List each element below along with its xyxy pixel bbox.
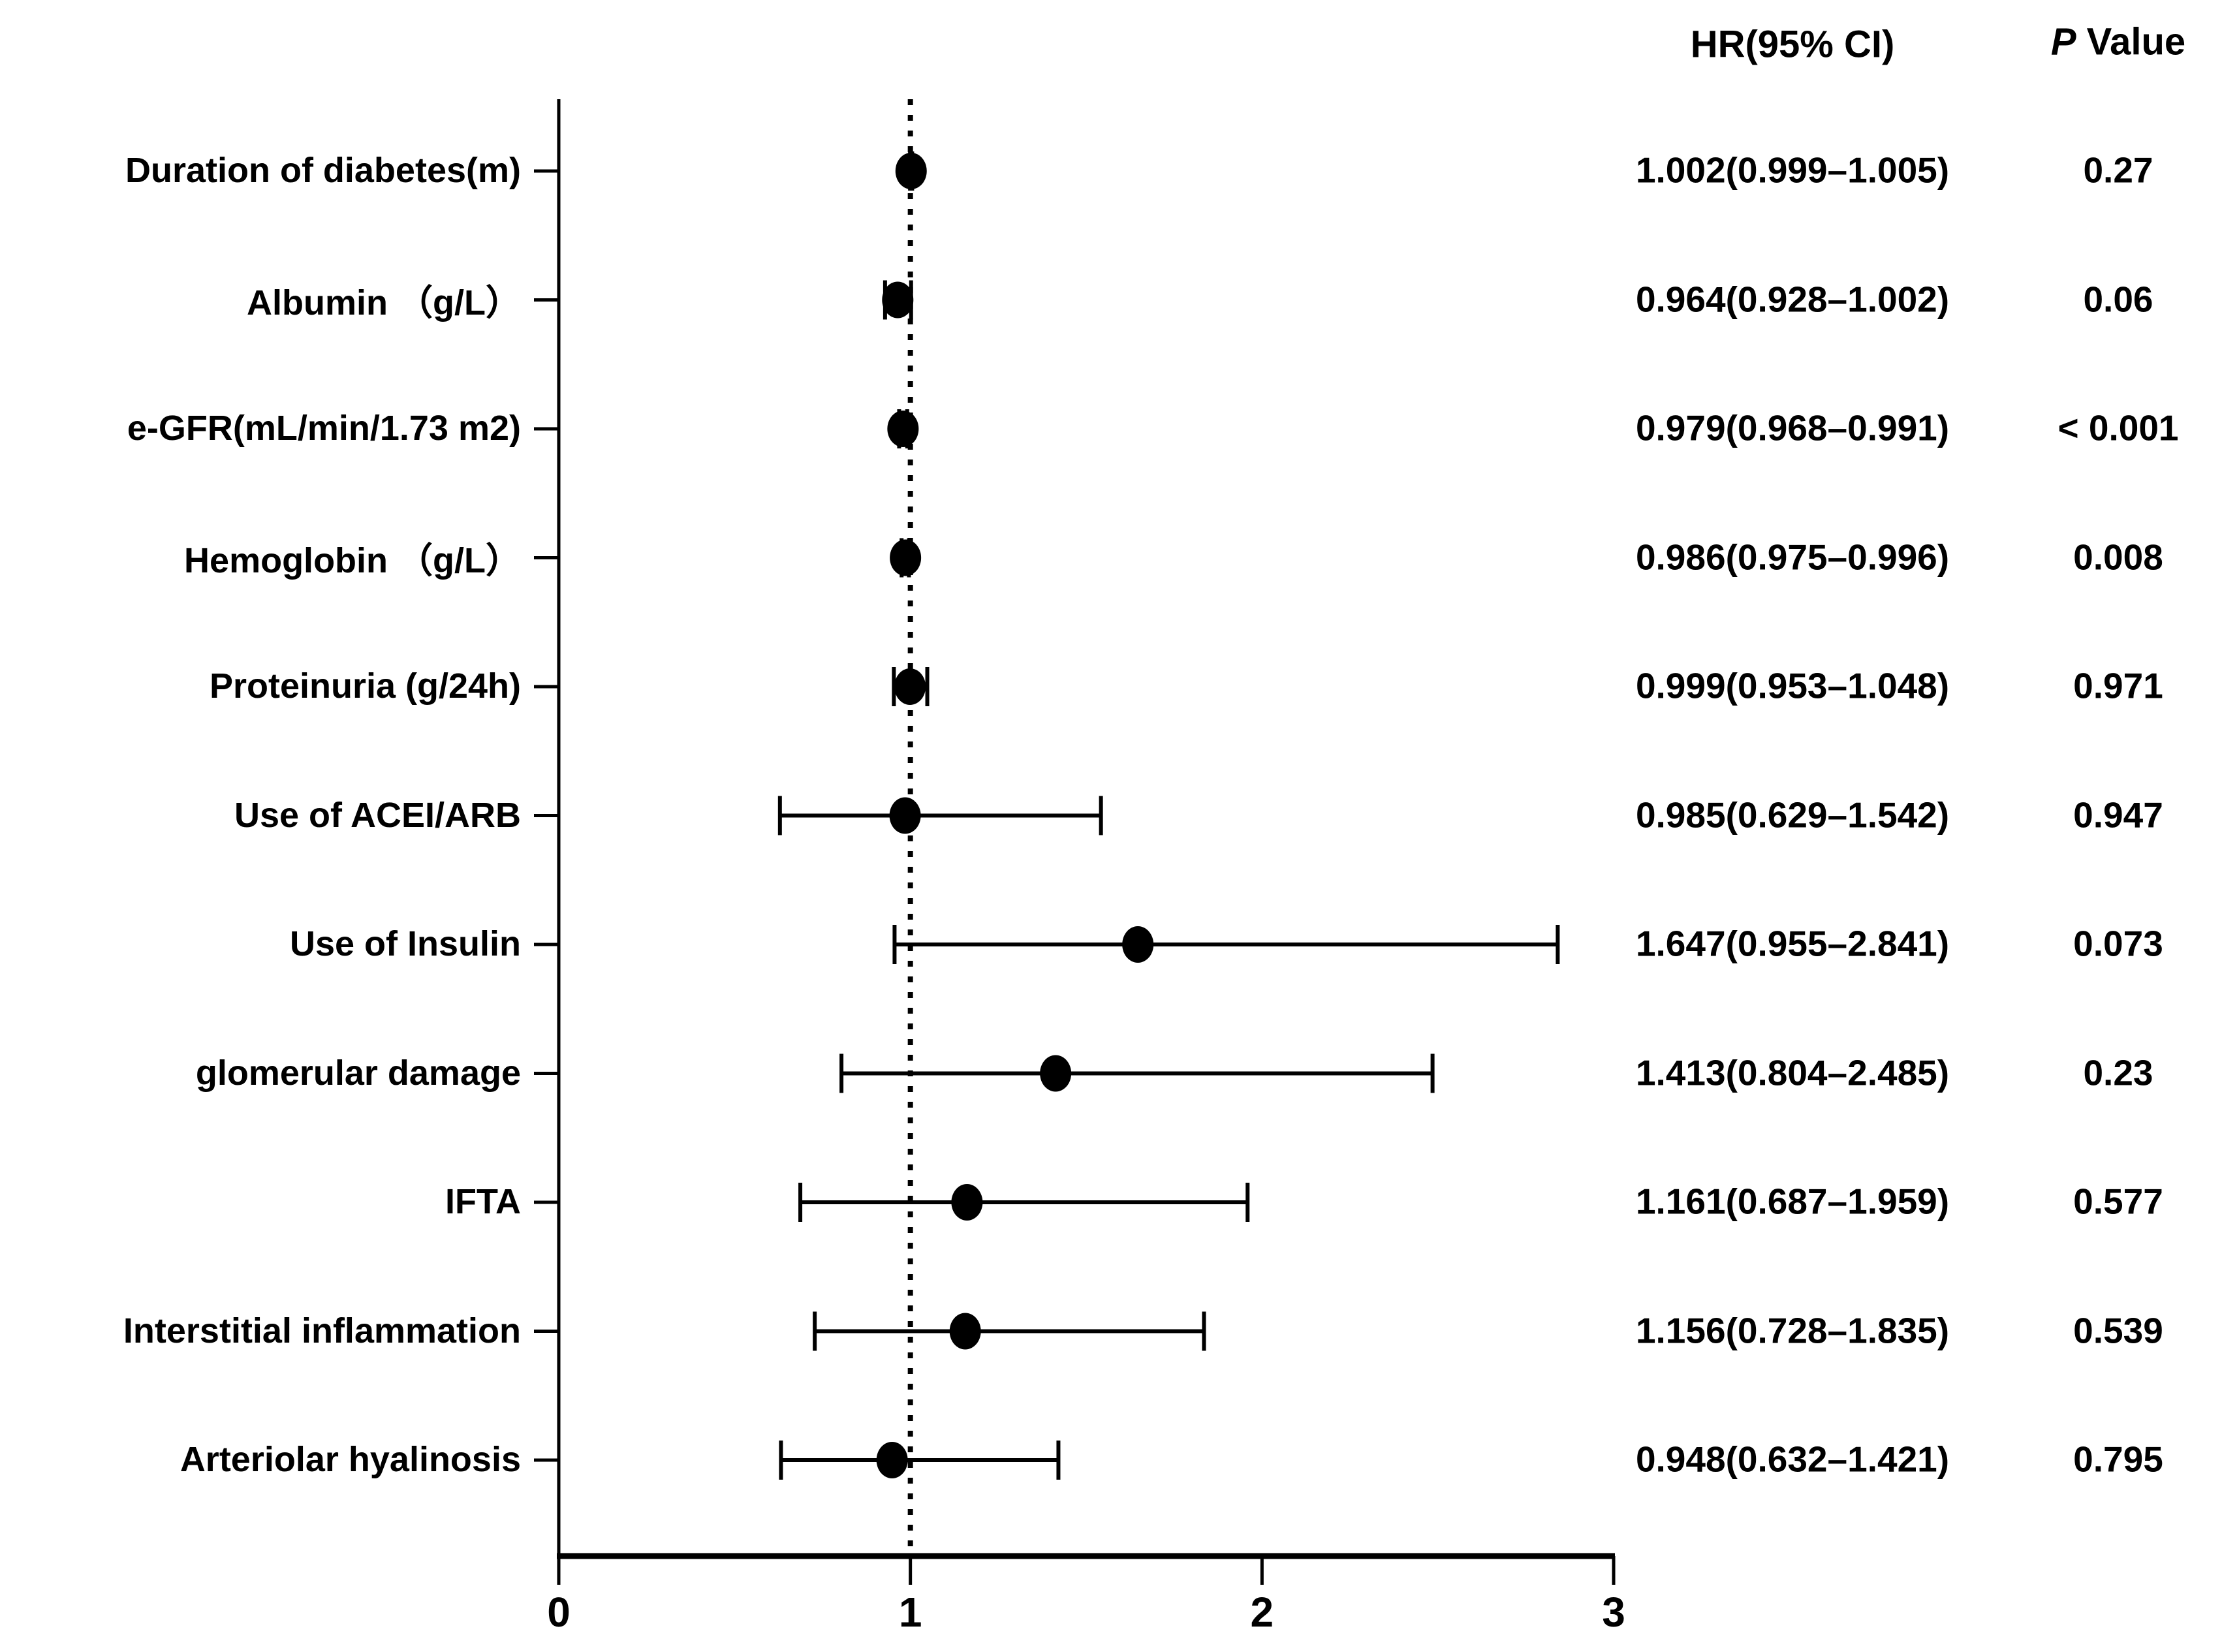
hr-ci-value: 0.985(0.629–1.542) bbox=[1635, 794, 1950, 835]
p-value: 0.971 bbox=[2073, 665, 2163, 706]
hr-ci-value: 0.979(0.968–0.991) bbox=[1635, 407, 1950, 448]
hr-point-estimate bbox=[876, 1442, 908, 1478]
row-label: Use of ACEI/ARB bbox=[234, 795, 521, 835]
p-value-header-italic-p: P bbox=[2050, 20, 2076, 63]
p-value: 0.947 bbox=[2073, 794, 2163, 835]
p-value: 0.539 bbox=[2073, 1310, 2163, 1351]
p-value-header-rest: Value bbox=[2076, 20, 2186, 63]
p-value: 0.27 bbox=[2083, 149, 2153, 191]
hr-point-estimate bbox=[882, 281, 914, 319]
row-label: Arteriolar hyalinosis bbox=[180, 1439, 521, 1479]
row-label: Interstitial inflammation bbox=[123, 1311, 521, 1350]
hr-ci-value: 1.413(0.804–2.485) bbox=[1635, 1052, 1950, 1093]
hr-point-estimate bbox=[889, 797, 921, 834]
hr-point-estimate bbox=[894, 668, 926, 705]
row-label: Use of Insulin bbox=[289, 924, 521, 963]
row-label: glomerular damage bbox=[195, 1053, 521, 1093]
hr-point-estimate bbox=[895, 153, 927, 189]
hr-point-estimate bbox=[1040, 1055, 1072, 1092]
x-tick-label: 3 bbox=[1602, 1589, 1625, 1636]
x-tick-label: 2 bbox=[1250, 1589, 1274, 1636]
hr-point-estimate bbox=[949, 1313, 981, 1350]
row-label: e-GFR(mL/min/1.73 m2) bbox=[127, 408, 521, 448]
row-label: Proteinuria (g/24h) bbox=[209, 666, 521, 706]
hr-ci-value: 1.002(0.999–1.005) bbox=[1635, 149, 1950, 191]
row-label: Albumin （g/L） bbox=[247, 283, 521, 322]
hr-ci-value: 1.156(0.728–1.835) bbox=[1635, 1310, 1950, 1351]
p-value: 0.073 bbox=[2073, 923, 2163, 964]
hr-ci-value: 1.161(0.687–1.959) bbox=[1635, 1181, 1950, 1222]
p-value: 0.577 bbox=[2073, 1181, 2163, 1222]
hr-point-estimate bbox=[951, 1184, 983, 1221]
hr-ci-value: 0.948(0.632–1.421) bbox=[1635, 1439, 1950, 1480]
p-value: 0.06 bbox=[2083, 279, 2153, 320]
column-header-hr-ci: HR(95% CI) bbox=[1690, 23, 1895, 66]
hr-ci-value: 1.647(0.955–2.841) bbox=[1635, 923, 1950, 964]
row-label: Hemoglobin （g/L） bbox=[184, 540, 521, 580]
p-value: 0.795 bbox=[2073, 1439, 2163, 1480]
column-header-p-value: P Value bbox=[2051, 20, 2185, 64]
hr-point-estimate bbox=[1122, 926, 1154, 963]
row-label: Duration of diabetes(m) bbox=[125, 150, 521, 190]
hr-point-estimate bbox=[890, 539, 922, 576]
x-tick-label: 0 bbox=[547, 1589, 571, 1636]
hr-point-estimate bbox=[887, 411, 919, 447]
hr-ci-value: 0.999(0.953–1.048) bbox=[1635, 665, 1950, 706]
p-value: 0.008 bbox=[2073, 537, 2163, 578]
x-tick-label: 1 bbox=[898, 1589, 922, 1636]
hr-ci-value: 0.986(0.975–0.996) bbox=[1635, 537, 1950, 578]
p-value: < 0.001 bbox=[2058, 407, 2179, 448]
p-value: 0.23 bbox=[2083, 1052, 2153, 1093]
row-label: IFTA bbox=[445, 1181, 521, 1221]
hr-ci-value: 0.964(0.928–1.002) bbox=[1635, 279, 1950, 320]
